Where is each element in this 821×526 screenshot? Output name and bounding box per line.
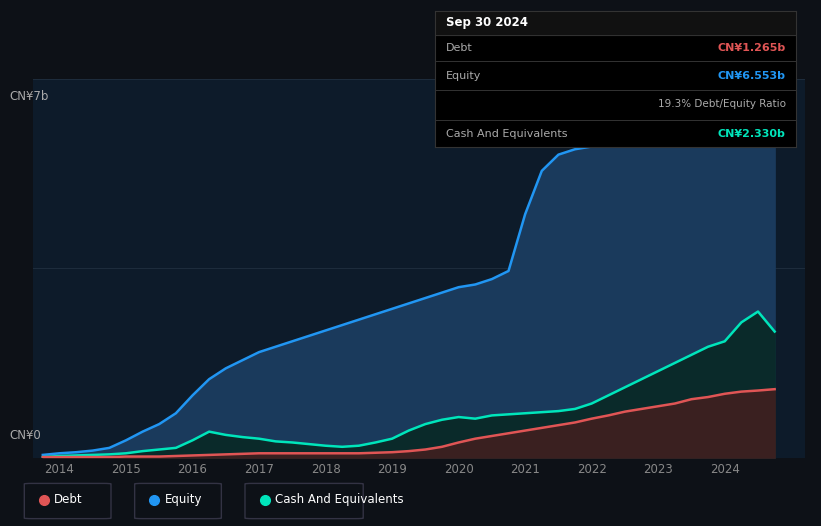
Text: CN¥6.553b: CN¥6.553b	[718, 71, 786, 81]
Text: Equity: Equity	[164, 493, 202, 506]
Text: CN¥7b: CN¥7b	[10, 90, 49, 103]
Text: Sep 30 2024: Sep 30 2024	[446, 16, 528, 29]
Text: Cash And Equivalents: Cash And Equivalents	[446, 128, 567, 139]
Text: 19.3% Debt/Equity Ratio: 19.3% Debt/Equity Ratio	[658, 98, 786, 108]
Text: Cash And Equivalents: Cash And Equivalents	[275, 493, 404, 506]
Text: CN¥2.330b: CN¥2.330b	[718, 128, 786, 139]
Text: Equity: Equity	[446, 71, 481, 81]
Text: Debt: Debt	[54, 493, 83, 506]
Text: CN¥1.265b: CN¥1.265b	[718, 43, 786, 53]
Bar	[435, 11, 796, 35]
Text: CN¥0: CN¥0	[10, 429, 41, 442]
Text: Debt: Debt	[446, 43, 473, 53]
